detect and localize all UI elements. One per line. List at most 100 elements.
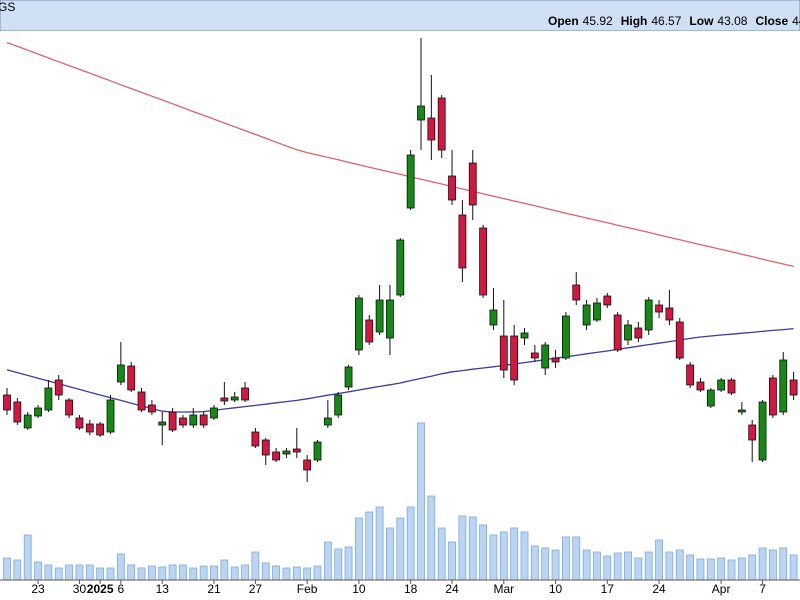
candle-body (282, 450, 291, 455)
field-label: Open (548, 14, 579, 28)
volume-bar (230, 566, 239, 580)
volume-bar (499, 531, 508, 580)
candle-body (210, 407, 218, 419)
volume-bar (634, 557, 643, 580)
candle-body (13, 401, 22, 423)
volume-bar (520, 531, 529, 580)
volume-bar (44, 564, 53, 580)
volume-bar (220, 559, 229, 580)
candle-body (251, 431, 260, 447)
candle-body (510, 335, 519, 381)
volume-bar (769, 549, 777, 580)
candle-body (458, 214, 467, 269)
volume-bar (541, 547, 550, 580)
volume-bar (210, 565, 218, 580)
volume-bar (127, 564, 136, 580)
volume-bar (437, 527, 446, 580)
volume-bar (665, 551, 674, 580)
candle-body (375, 299, 384, 333)
volume-bar (241, 564, 249, 580)
volume-bar (686, 554, 694, 580)
x-tick-label: 30 (73, 582, 87, 596)
volume-bar (261, 562, 270, 580)
candle-body (686, 364, 694, 386)
candle-body (551, 357, 560, 363)
candle-body (34, 407, 42, 417)
candle-body (44, 387, 53, 411)
x-axis: 23 30 2025 6 13 21 27 Feb 10 18 24 Mar 10 17 24 Apr 7 (31, 580, 766, 596)
candle-body (85, 423, 94, 433)
volume-bar (272, 565, 281, 580)
candle-body (137, 391, 146, 411)
candle-body (737, 409, 746, 413)
volume-bar (116, 553, 125, 580)
volume-bar (448, 541, 456, 580)
candle-body (613, 314, 622, 351)
candle-body (241, 387, 249, 401)
candle-body (292, 448, 301, 453)
volume-bar (396, 517, 405, 580)
volume-bar (354, 517, 363, 580)
volume-bar (593, 551, 601, 580)
candle-body (665, 307, 674, 321)
volume-bar (323, 541, 332, 580)
candle-body (572, 284, 581, 301)
volume-bar (334, 548, 343, 580)
volume-bar (168, 564, 177, 580)
candle-body (696, 381, 705, 391)
candle-body (675, 321, 684, 359)
candle-body (272, 451, 281, 461)
candle-body (303, 459, 312, 471)
candle-body (530, 352, 539, 359)
volume-bar (34, 561, 42, 580)
candle-body (179, 417, 187, 426)
volume-bar (613, 552, 622, 580)
volume-bar (706, 558, 715, 580)
volume-bar (96, 567, 105, 580)
volume-bar (179, 564, 187, 580)
volume-bar (427, 495, 436, 580)
candle-body (75, 417, 84, 429)
volume-bar (489, 534, 498, 580)
candle-body (396, 239, 405, 296)
volume-bar (282, 567, 291, 580)
x-tick-label: Mar (493, 582, 514, 596)
field-value: 45.92 (583, 14, 613, 28)
x-tick-label: 6 (118, 582, 125, 596)
candle-body (468, 162, 477, 206)
candle-layer (3, 38, 798, 482)
moving-average (6, 41, 794, 268)
x-tick-label: 18 (404, 582, 418, 596)
volume-bar (717, 557, 726, 580)
volume-bar (54, 567, 63, 580)
volume-bar (603, 555, 612, 580)
candle-body (54, 379, 63, 396)
field-label: Close (755, 14, 788, 28)
volume-bar (3, 557, 11, 580)
field-label: High (621, 14, 648, 28)
candle-body (437, 97, 446, 151)
volume-bar (468, 516, 477, 580)
candle-body (230, 396, 239, 401)
x-tick-label: Feb (297, 582, 318, 596)
volume-bar (23, 534, 32, 580)
candle-body (96, 423, 105, 436)
volume-bar (779, 547, 788, 580)
volume-bar (303, 567, 312, 580)
volume-bar (292, 566, 301, 580)
candle-body (3, 394, 11, 411)
x-tick-label: 10 (549, 582, 563, 596)
candle-body (189, 414, 198, 426)
candle-body (489, 309, 498, 326)
candle-body (23, 414, 32, 429)
candle-body (334, 394, 343, 416)
volume-bar (655, 539, 663, 580)
volume-bar (344, 546, 353, 580)
volume-bar (158, 566, 167, 580)
x-tick-label: 2025 (87, 582, 114, 596)
volume-bar (365, 511, 374, 580)
candle-body (634, 327, 643, 339)
candle-body (220, 397, 229, 402)
volume-bar (748, 554, 757, 580)
